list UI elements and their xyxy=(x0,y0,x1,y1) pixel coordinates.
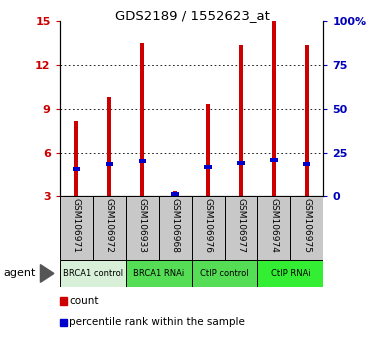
Bar xyxy=(191,196,224,260)
Text: GDS2189 / 1552623_at: GDS2189 / 1552623_at xyxy=(115,9,270,22)
Bar xyxy=(107,97,111,196)
Bar xyxy=(305,45,309,196)
Bar xyxy=(258,196,290,260)
Bar xyxy=(206,104,210,196)
Bar xyxy=(224,196,258,260)
Bar xyxy=(173,190,177,196)
Bar xyxy=(126,196,159,260)
Text: agent: agent xyxy=(4,268,36,279)
Bar xyxy=(272,21,276,196)
Text: GSM106977: GSM106977 xyxy=(236,198,246,253)
Bar xyxy=(171,192,179,196)
Bar xyxy=(139,159,146,164)
Text: GSM106972: GSM106972 xyxy=(105,198,114,253)
Bar xyxy=(204,165,212,169)
Text: BRCA1 control: BRCA1 control xyxy=(63,269,123,278)
Text: GSM106975: GSM106975 xyxy=(302,198,311,253)
Bar xyxy=(93,196,126,260)
Text: BRCA1 RNAi: BRCA1 RNAi xyxy=(133,269,184,278)
Text: GSM106974: GSM106974 xyxy=(270,198,278,253)
Bar xyxy=(105,162,113,166)
Text: GSM106976: GSM106976 xyxy=(204,198,213,253)
Text: GSM106968: GSM106968 xyxy=(171,198,179,253)
Bar xyxy=(60,260,126,287)
Bar xyxy=(73,167,80,171)
Bar xyxy=(140,43,144,196)
Bar xyxy=(238,161,244,165)
Text: GSM106933: GSM106933 xyxy=(137,198,147,253)
Bar xyxy=(60,319,67,326)
Bar xyxy=(60,196,93,260)
Bar xyxy=(60,297,67,305)
Bar xyxy=(74,121,78,196)
Text: percentile rank within the sample: percentile rank within the sample xyxy=(69,317,245,327)
Bar xyxy=(191,260,258,287)
Bar xyxy=(303,162,310,166)
Bar xyxy=(290,196,323,260)
Bar xyxy=(159,196,191,260)
Bar xyxy=(239,45,243,196)
Text: CtIP RNAi: CtIP RNAi xyxy=(271,269,310,278)
Bar xyxy=(258,260,323,287)
Bar xyxy=(270,158,278,162)
Polygon shape xyxy=(40,265,54,282)
Bar xyxy=(126,260,191,287)
Text: GSM106971: GSM106971 xyxy=(72,198,81,253)
Text: CtIP control: CtIP control xyxy=(200,269,249,278)
Text: count: count xyxy=(69,296,99,306)
